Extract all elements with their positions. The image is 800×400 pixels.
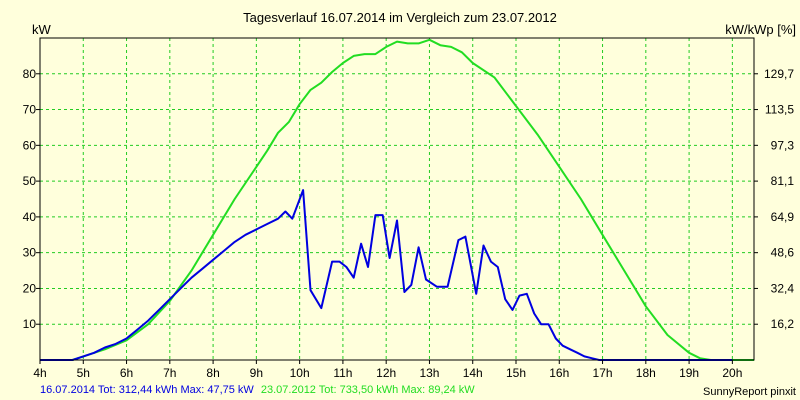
footer-series-2012: 23.07.2012 Tot: 733,50 kWh Max: 89,24 kW [261, 384, 475, 396]
y-left-tick-label: 70 [23, 103, 37, 117]
x-tick-label: 12h [376, 366, 396, 380]
x-tick-label: 19h [679, 366, 699, 380]
y-right-tick-label: 97,3 [771, 138, 795, 152]
plot-frame [39, 37, 755, 361]
x-tick-label: 11h [333, 366, 352, 380]
x-tick-label: 7h [163, 366, 176, 380]
y-right-tick-label: 129,7 [764, 67, 794, 81]
x-tick-label: 10h [290, 366, 310, 380]
x-tick-label: 14h [463, 366, 483, 380]
x-tick-label: 8h [206, 366, 219, 380]
x-tick-label: 17h [593, 366, 613, 380]
x-tick-label: 16h [549, 366, 569, 380]
y-axis-left-unit: kW [32, 22, 52, 37]
series-line-2012 [40, 38, 754, 361]
y-left-tick-label: 40 [23, 210, 37, 224]
y-left-tick-label: 30 [23, 246, 37, 260]
y-right-tick-label: 48,6 [771, 246, 795, 260]
y-right-tick-label: 32,4 [771, 281, 795, 295]
y-axis-right-unit: kW/kWp [%] [725, 22, 796, 37]
y-right-tick-label: 16,2 [771, 317, 795, 331]
y-left-tick-label: 60 [23, 138, 37, 152]
y-left-tick-label: 80 [23, 67, 37, 81]
chart-title: Tagesverlauf 16.07.2014 im Vergleich zum… [243, 10, 557, 25]
x-tick-label: 13h [419, 366, 439, 380]
y-left-tick-label: 50 [23, 174, 37, 188]
x-tick-label: 6h [120, 366, 133, 380]
x-tick-label: 4h [33, 366, 46, 380]
y-right-tick-label: 113,5 [765, 103, 794, 117]
tick-labels: 4h 5h 6h 7h 8h 9h 10h 11h 12h 13h 14h 15h 16h 17h 18h 1… [23, 67, 795, 380]
footer-series-labels: 16.07.2014 Tot: 312,44 kWh Max: 47,75 kW… [40, 384, 475, 396]
footer-series-2014: 16.07.2014 Tot: 312,44 kWh Max: 47,75 kW [40, 384, 254, 396]
y-right-tick-label: 81,1 [771, 174, 795, 188]
y-left-tick-label: 10 [23, 317, 37, 331]
x-tick-label: 15h [506, 366, 526, 380]
x-tick-label: 9h [250, 366, 263, 380]
footer-credit: SunnyReport pinxit [703, 386, 796, 398]
y-left-tick-label: 20 [23, 281, 37, 295]
x-tick-label: 18h [636, 366, 656, 380]
x-tick-label: 20h [722, 366, 742, 380]
x-tick-label: 5h [77, 366, 90, 380]
y-right-tick-label: 64,9 [771, 210, 795, 224]
